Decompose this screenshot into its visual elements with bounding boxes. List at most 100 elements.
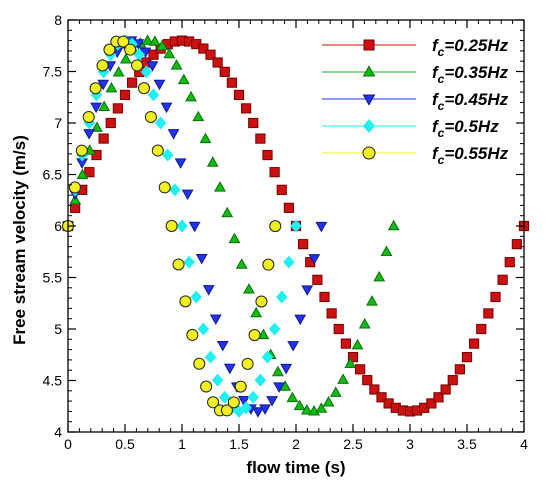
legend-label: fc=0.45Hz (432, 90, 509, 113)
y-tick-label: 5.5 (43, 270, 63, 286)
data-point (276, 290, 288, 304)
data-point (312, 274, 323, 285)
data-point (369, 384, 380, 395)
data-point (211, 373, 224, 387)
data-point (140, 65, 153, 79)
data-point (273, 382, 286, 393)
data-point (163, 47, 176, 59)
data-point (490, 291, 501, 303)
data-point (476, 323, 487, 335)
axes: 0 0.5 1 1.5 2 2.5 3 3.5 4 4 4.5 5 5.5 6 6.5 7 7.5 8 (43, 12, 529, 452)
data-point (76, 168, 89, 180)
data-point (426, 398, 437, 409)
data-point (241, 103, 252, 114)
data-point (185, 90, 197, 102)
data-point (376, 392, 387, 403)
data-point (146, 61, 159, 72)
data-point (351, 338, 364, 350)
data-point (243, 283, 255, 294)
data-point (75, 144, 88, 157)
data-point (461, 351, 473, 363)
data-point (326, 308, 337, 319)
data-point (340, 338, 351, 349)
data-point (199, 132, 212, 144)
data-point (183, 255, 195, 269)
data-point (214, 181, 226, 192)
data-point (294, 314, 307, 326)
series-4 (61, 35, 282, 417)
y-tick-label: 5 (54, 321, 62, 337)
data-point (268, 322, 281, 336)
x-tick-label: 2.5 (343, 436, 363, 452)
data-point (298, 239, 309, 250)
x-tick-label: 0.5 (115, 436, 135, 452)
data-point (252, 407, 264, 418)
data-point (447, 375, 458, 386)
legend: fc=0.25Hz fc=0.35Hz fc=0.45Hz fc=0.5Hz fc=0.… (322, 36, 509, 167)
data-point (255, 295, 268, 308)
data-point (103, 43, 116, 56)
data-point (237, 396, 250, 407)
data-point (84, 167, 95, 178)
data-point (206, 156, 219, 167)
data-point (262, 258, 275, 271)
data-point (301, 285, 314, 296)
data-point (124, 43, 137, 56)
data-point (293, 399, 306, 411)
data-point (169, 183, 181, 197)
data-point (347, 351, 359, 363)
data-point (454, 364, 465, 375)
data-point (223, 363, 236, 375)
data-point (193, 357, 206, 370)
data-point (322, 396, 335, 407)
data-point (141, 34, 154, 45)
data-point (97, 79, 110, 91)
x-tick-label: 4 (520, 436, 528, 452)
data-point (188, 221, 201, 233)
data-point (91, 149, 102, 161)
data-point (266, 396, 278, 407)
data-point (248, 117, 259, 129)
data-point (355, 364, 366, 375)
data-point (280, 363, 293, 375)
data-point (167, 129, 180, 140)
data-point (262, 149, 273, 161)
legend-label: fc=0.25Hz (432, 36, 509, 59)
data-point (98, 100, 111, 112)
data-point (440, 384, 451, 395)
y-tick-label: 4 (54, 424, 62, 440)
data-point (156, 39, 169, 51)
y-tick-label: 8 (54, 12, 62, 28)
legend-label: fc=0.55Hz (432, 144, 509, 167)
data-point (153, 79, 166, 91)
data-point (373, 270, 386, 282)
data-point (162, 148, 174, 162)
x-tick-label: 3.5 (457, 436, 477, 452)
data-point (497, 274, 508, 285)
x-tick-label: 2 (292, 436, 300, 452)
data-point (212, 57, 223, 68)
data-point (433, 392, 444, 403)
data-point (174, 158, 187, 169)
legend-marker (362, 94, 376, 106)
x-tick-label: 0 (64, 436, 72, 452)
data-point (300, 404, 313, 415)
series-1 (62, 34, 400, 416)
data-point (250, 306, 263, 318)
data-point (219, 66, 230, 77)
data-point (144, 110, 157, 124)
data-point (219, 390, 231, 404)
plot-area (61, 34, 530, 418)
data-point (197, 322, 210, 336)
data-point (137, 82, 151, 95)
data-point (234, 380, 247, 393)
data-point (172, 258, 185, 271)
y-tick-label: 7 (54, 115, 62, 131)
data-point (257, 328, 270, 340)
data-point (154, 116, 167, 130)
data-point (344, 357, 357, 368)
data-point (511, 239, 522, 250)
legend-marker (363, 39, 375, 51)
data-point (209, 314, 222, 325)
data-point (380, 245, 393, 257)
